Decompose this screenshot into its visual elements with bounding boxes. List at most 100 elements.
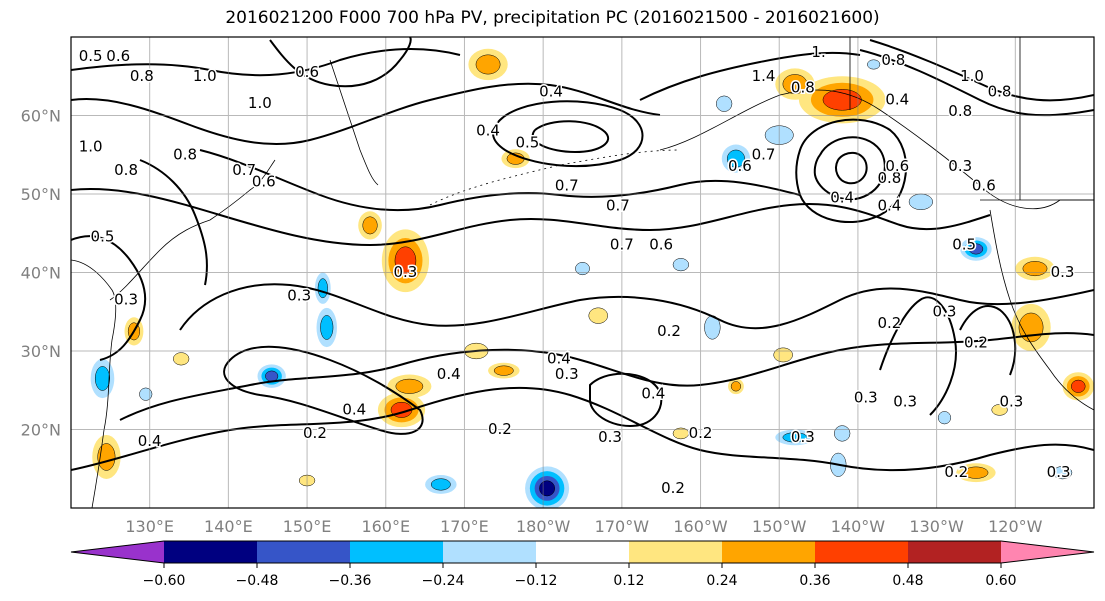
pv-contour-label: 0.4 — [885, 90, 909, 108]
pv-contour-label: 0.7 — [232, 161, 256, 179]
precip-blob-36 — [716, 95, 733, 112]
colorbar-swatch — [629, 541, 723, 563]
pv-contour-label: 0.4 — [342, 400, 366, 418]
precip-blob-13 — [488, 362, 520, 379]
pv-contour-label: 0.4 — [437, 365, 461, 383]
precip-blob-35 — [834, 425, 851, 442]
pv-contour-label: 1.0 — [79, 137, 103, 155]
pv-contour-label: 0.8 — [988, 82, 1012, 100]
pv-contour-label: 0.7 — [555, 177, 579, 195]
pv-contour-label: 0.2 — [661, 479, 685, 497]
coastline-asia-mainland — [71, 259, 117, 508]
precip-blob-43 — [139, 387, 153, 401]
precip-blob-11 — [1062, 372, 1094, 401]
precip-blob-33 — [775, 429, 815, 446]
pv-contour-label: 1.0 — [193, 67, 217, 85]
pv-contour-label: 0.8 — [881, 51, 905, 69]
colorbar-swatch — [908, 541, 1002, 563]
precip-blob-39 — [575, 262, 590, 276]
graticule — [71, 37, 1094, 508]
colorbar-swatch — [536, 541, 630, 563]
precip-blob-4 — [468, 48, 508, 81]
map-frame — [70, 36, 1095, 509]
pv-contour-label: 0.2 — [689, 424, 713, 442]
precip-blob-37 — [908, 193, 933, 210]
lat-label: 30°N — [21, 342, 61, 361]
pv-contour-label: 0.8 — [114, 161, 138, 179]
pv-contour-label: 0.4 — [476, 122, 500, 140]
lon-label: 140°W — [831, 517, 886, 536]
colorbar-tick-label: −0.36 — [329, 573, 372, 589]
pv-high-gulf-alaska-core — [835, 151, 868, 185]
colorbar-swatch — [164, 541, 258, 563]
pv-jet-north-pacific — [639, 51, 861, 101]
lon-label: 180°W — [516, 517, 571, 536]
pv-contour-label: 0.3 — [114, 290, 138, 308]
pv-contour-east-1 — [879, 296, 957, 416]
pv-contour-label: 0.4 — [877, 196, 901, 214]
pv-contour-label: 0.3 — [933, 302, 957, 320]
pv-contour-west-1 — [71, 235, 147, 361]
pv-contour-label: 0.3 — [287, 287, 311, 305]
pv-contour-label: 0.3 — [1051, 263, 1075, 281]
precip-blob-29 — [721, 144, 751, 173]
pv-contour-label: 0.7 — [610, 236, 634, 254]
pv-contour-label: 0.6 — [972, 177, 996, 195]
colorbar-tick-label: −0.48 — [236, 573, 279, 589]
precip-blob-23 — [257, 364, 286, 388]
pv-contour-circle-180 — [589, 372, 663, 427]
colorbar-tick-label: −0.24 — [422, 573, 465, 589]
colorbar-swatch — [257, 541, 351, 563]
pv-contour-label: 0.6 — [295, 63, 319, 81]
lon-label: 130°E — [125, 517, 174, 536]
pv-contour-label: 0.7 — [606, 196, 630, 214]
pv-low-closed-inner — [531, 120, 610, 154]
pv-contour-label: 0.8 — [791, 79, 815, 97]
colorbar-swatch — [1001, 541, 1094, 563]
pv-contour-label: 0.8 — [877, 169, 901, 187]
pv-contour-label: 0.4 — [547, 349, 571, 367]
precip-blob-1 — [358, 211, 382, 240]
precip-blob-25 — [425, 475, 457, 494]
precip-blob-41 — [937, 411, 952, 425]
colorbar-tick-label: 0.24 — [706, 573, 737, 589]
pv-contour-label: 0.5 — [91, 228, 115, 246]
pv-low-closed-aleutian — [492, 100, 644, 168]
pv-contour-label: 0.4 — [539, 82, 563, 100]
pv-contour-label: 0.3 — [948, 157, 972, 175]
lat-label: 60°N — [21, 107, 61, 126]
pv-contour-label: 0.3 — [893, 393, 917, 411]
colorbar-swatch — [71, 541, 164, 563]
pv-contour-label: 0.4 — [138, 432, 162, 450]
lon-label: 140°E — [204, 517, 253, 536]
colorbar-swatch — [443, 541, 537, 563]
precip-blob-20 — [672, 427, 689, 440]
pv-contour-label: 0.2 — [964, 334, 988, 352]
pv-contour-label: 0.3 — [555, 365, 579, 383]
colorbar-tick-label: 0.60 — [985, 573, 1016, 589]
pv-contour-label: 0.4 — [830, 188, 854, 206]
precip-blob-21 — [991, 404, 1008, 416]
coastline-kamchatka — [329, 59, 379, 186]
pv-contour-label: 0.3 — [999, 393, 1023, 411]
pv-high-gulf-alaska-inner — [813, 136, 886, 201]
lat-label: 50°N — [21, 185, 61, 204]
colorbar-swatch — [350, 541, 444, 563]
precip-blob-18 — [173, 352, 190, 366]
figure-title: 2016021200 F000 700 hPa PV, precipitatio… — [225, 8, 880, 28]
colorbar-tick-label: −0.12 — [515, 573, 558, 589]
pv-contour-label: 0.8 — [948, 102, 972, 120]
pv-contour-label: 0.6 — [885, 157, 909, 175]
lon-label: 130°W — [909, 517, 964, 536]
border-line — [849, 37, 1094, 201]
pv-contour-label: 1.0 — [960, 67, 984, 85]
pv-contour-label: 0.6 — [252, 173, 276, 191]
longitude-labels: 130°E 140°E 150°E 160°E 170°E 180°W 170°W 160°W… — [125, 517, 1042, 536]
colorbar-tick-label: 0.12 — [613, 573, 644, 589]
colorbar-swatch — [815, 541, 909, 563]
precip-blob-24 — [525, 466, 570, 508]
pv-contour-0.8-north — [71, 82, 661, 145]
precip-blob-7 — [387, 374, 432, 399]
precip-blob-28 — [90, 358, 115, 399]
pv-contour-label: 0.3 — [791, 428, 815, 446]
